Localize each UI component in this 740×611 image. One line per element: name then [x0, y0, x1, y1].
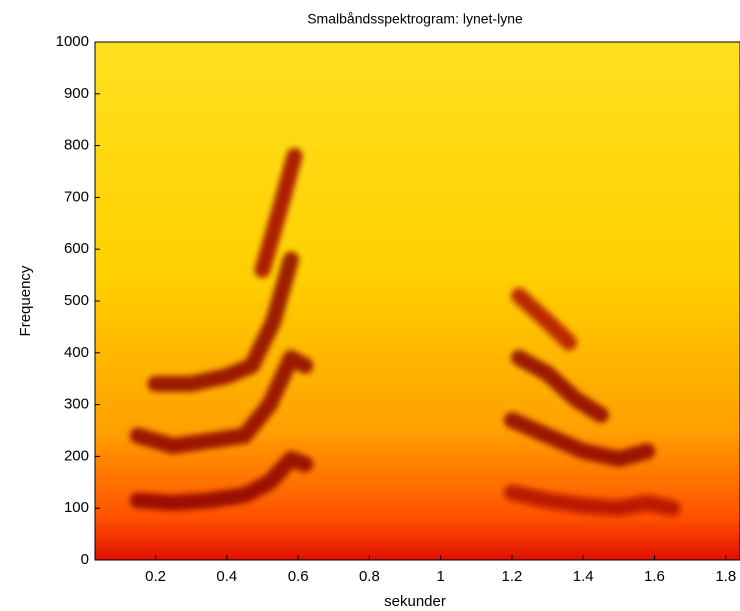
harmonic-track	[511, 349, 610, 423]
harmonic-track	[147, 251, 299, 392]
y-tick-label: 100	[64, 499, 89, 516]
harmonic-track	[129, 349, 314, 455]
spectrogram-background	[95, 42, 740, 560]
x-tick-label: 1.4	[573, 568, 594, 585]
harmonics	[129, 147, 681, 517]
y-tick-label: 400	[64, 344, 89, 361]
y-tick-label: 700	[64, 188, 89, 205]
y-tick-label: 200	[64, 447, 89, 464]
harmonic-track	[511, 287, 577, 351]
y-tick-label: 600	[64, 240, 89, 257]
x-axis-label: sekunder	[384, 593, 446, 610]
y-tick-label: 0	[81, 551, 89, 568]
x-tick-label: 0.2	[145, 568, 166, 585]
y-axis-label: Frequency	[17, 265, 34, 336]
x-tick-label: 0.8	[359, 568, 380, 585]
y-tick-label: 300	[64, 396, 89, 413]
chart-title: Smalbåndsspektrogram: lynet-lyne	[307, 11, 523, 27]
harmonic-track	[129, 450, 314, 512]
x-tick-label: 1.6	[644, 568, 665, 585]
harmonic-track	[503, 484, 681, 517]
harmonic-track	[503, 412, 656, 467]
y-tick-label: 1000	[56, 33, 89, 50]
y-tick-label: 800	[64, 137, 89, 154]
harmonic-track	[254, 147, 303, 278]
x-tick-label: 0.4	[216, 568, 237, 585]
x-tick-label: 1.8	[715, 568, 736, 585]
x-tick-label: 1	[436, 568, 444, 585]
x-tick-label: 1.2	[502, 568, 523, 585]
x-tick-label: 0.6	[288, 568, 309, 585]
y-tick-label: 900	[64, 85, 89, 102]
y-tick-label: 500	[64, 292, 89, 309]
